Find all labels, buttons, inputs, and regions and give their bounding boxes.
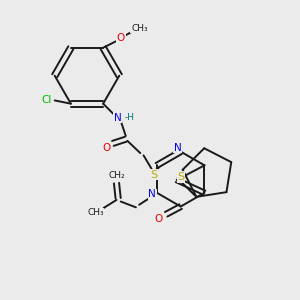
Text: O: O [102, 142, 110, 153]
Text: -H: -H [125, 113, 135, 122]
Text: S: S [178, 172, 185, 182]
Text: O: O [117, 33, 125, 43]
Text: N: N [148, 189, 156, 200]
Text: O: O [154, 214, 163, 224]
Text: CH₂: CH₂ [108, 170, 125, 179]
Text: S: S [150, 170, 158, 180]
Text: Cl: Cl [41, 95, 52, 105]
Text: N: N [114, 112, 122, 123]
Text: CH₃: CH₃ [131, 24, 148, 33]
Text: N: N [174, 143, 181, 153]
Text: CH₃: CH₃ [87, 208, 104, 217]
